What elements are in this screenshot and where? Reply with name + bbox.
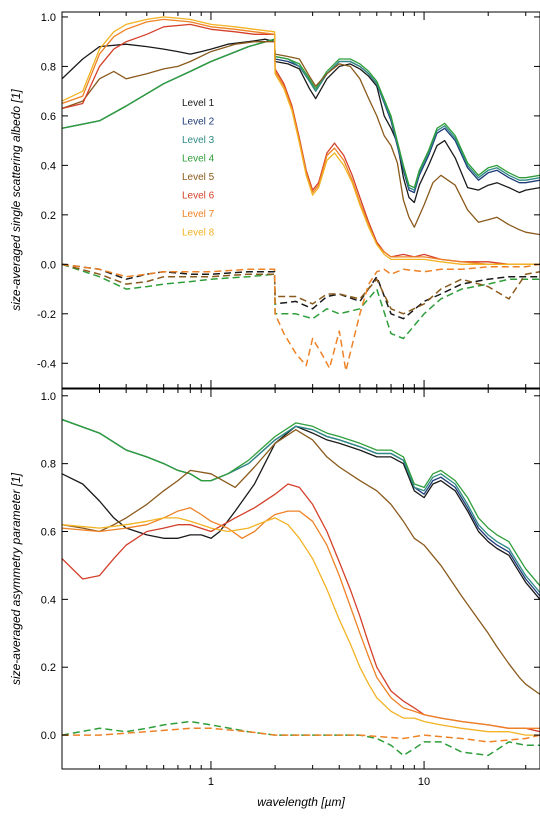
albedo-series-level-5 — [62, 41, 540, 236]
x-tick-label: 1 — [208, 776, 214, 788]
albedo-series-level-6 — [62, 23, 540, 265]
legend-entry-level-5: Level 5 — [182, 172, 215, 183]
albedo-series-level-8 — [62, 16, 540, 265]
x-tick-label: 10 — [418, 776, 430, 788]
asymmetry-plot-frame — [61, 388, 540, 770]
albedo-series-level-4 — [62, 38, 540, 189]
albedo-series-level-7-dashed — [62, 263, 540, 372]
asymmetry-y-tick-label: 0.2 — [41, 662, 56, 674]
legend-entry-level-6: Level 6 — [182, 191, 215, 202]
asymmetry-y-axis-label: size-averaged asymmetry parameter [1] — [9, 472, 23, 685]
albedo-plot-frame — [61, 11, 540, 389]
asymmetry-series-level-1 — [62, 425, 540, 600]
asymmetry-series-level-5 — [62, 429, 540, 695]
albedo-panel: -0.4-0.20.00.20.40.60.81.0 Level 1Level … — [9, 11, 540, 389]
albedo-y-tick-label: 0.4 — [41, 160, 56, 172]
albedo-y-tick-label: 0.8 — [41, 61, 56, 73]
albedo-series-level-7 — [62, 18, 540, 265]
asymmetry-series-level-4 — [62, 418, 540, 587]
asymmetry-series-level-7 — [62, 507, 540, 729]
albedo-y-tick-label: 1.0 — [41, 12, 56, 24]
legend-entry-level-8: Level 8 — [182, 228, 215, 239]
albedo-y-tick-label: 0.6 — [41, 111, 56, 123]
legend: Level 1 Level 2 Level 3 Level 4 Level 5 Level… — [182, 98, 215, 239]
albedo-y-tick-label: -0.4 — [37, 358, 56, 370]
albedo-y-tick-label: 0.0 — [41, 259, 56, 271]
asymmetry-series-level-7-dashed — [62, 727, 540, 743]
albedo-y-tick-label: 0.2 — [41, 210, 56, 222]
x-axis-label: wavelength [µm] — [257, 795, 345, 809]
asymmetry-y-tick-label: 0.6 — [41, 527, 56, 539]
legend-entry-level-7: Level 7 — [182, 209, 215, 220]
asymmetry-y-tick-label: 0.4 — [41, 594, 56, 606]
legend-entry-level-1: Level 1 — [182, 98, 215, 109]
asymmetry-panel: 0.0 0.2 0.4 0.6 0.8 1.0 1 10 size-averaged asy… — [9, 388, 540, 809]
asymmetry-series-level-8 — [62, 517, 540, 736]
asymmetry-y-tick-label: 1.0 — [41, 391, 56, 403]
legend-entry-level-4: Level 4 — [182, 154, 215, 165]
albedo-series-level-5-dashed — [62, 263, 540, 315]
albedo-series-level-1 — [62, 38, 540, 204]
legend-entry-level-3: Level 3 — [182, 135, 215, 146]
albedo-y-tick-label: -0.2 — [37, 309, 56, 321]
asymmetry-y-tick-label: 0.0 — [41, 730, 56, 742]
asymmetry-y-tick-label: 0.8 — [41, 459, 56, 471]
albedo-series-level-4-dashed — [62, 263, 540, 340]
albedo-y-axis-label: size-averaged single scattering albedo [… — [9, 89, 23, 311]
legend-entry-level-2: Level 2 — [182, 117, 215, 128]
